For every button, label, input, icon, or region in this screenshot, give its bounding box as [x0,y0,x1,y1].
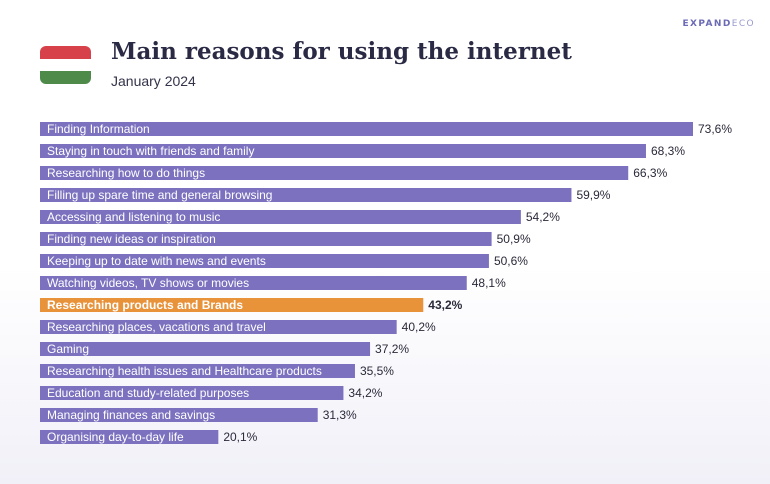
bar-organising-day-to-day-life [40,430,219,444]
bar-label-researching-places-vacations-and-travel: Researching places, vacations and travel [47,320,266,334]
value-label-watching-videos-tv-shows-or-movies: 48,1% [472,276,506,290]
value-label-researching-places-vacations-and-travel: 40,2% [402,320,436,334]
value-label-researching-health-issues-and-healthcare-products: 35,5% [360,364,394,378]
bar-label-researching-how-to-do-things: Researching how to do things [47,166,205,180]
bar-label-organising-day-to-day-life: Organising day-to-day life [47,430,184,444]
bar-gaming [40,342,371,356]
chart-subtitle: January 2024 [111,73,196,89]
flag-stripe-white [40,58,91,72]
value-label-education-and-study-related-purposes: 34,2% [348,386,382,400]
brand-logo-light: ECO [731,19,755,29]
hungary-flag-icon [40,46,91,84]
bar-researching-health-issues-and-healthcare-products [40,364,355,378]
value-label-researching-products-and-brands: 43,2% [428,298,462,312]
value-label-researching-how-to-do-things: 66,3% [633,166,667,180]
bar-label-finding-new-ideas-or-inspiration: Finding new ideas or inspiration [47,232,216,246]
bar-researching-how-to-do-things [40,166,629,180]
value-label-organising-day-to-day-life: 20,1% [223,430,257,444]
bar-finding-new-ideas-or-inspiration [40,232,492,246]
bar-label-filling-up-spare-time-and-general-browsing: Filling up spare time and general browsi… [47,188,272,202]
bar-label-staying-in-touch-with-friends-and-family: Staying in touch with friends and family [47,144,254,158]
bar-watching-videos-tv-shows-or-movies [40,276,467,290]
value-label-staying-in-touch-with-friends-and-family: 68,3% [651,144,685,158]
bar-label-education-and-study-related-purposes: Education and study-related purposes [47,386,249,400]
bar-accessing-and-listening-to-music [40,210,521,224]
bar-label-watching-videos-tv-shows-or-movies: Watching videos, TV shows or movies [47,276,249,290]
flag-stripe-red [40,46,91,59]
brand-logo: EXPANDECO [683,19,756,29]
value-label-managing-finances-and-savings: 31,3% [323,408,357,422]
bar-managing-finances-and-savings [40,408,318,422]
bar-label-researching-health-issues-and-healthcare-products: Researching health issues and Healthcare… [47,364,322,378]
bar-finding-information [40,122,693,136]
bar-education-and-study-related-purposes [40,386,344,400]
value-label-filling-up-spare-time-and-general-browsing: 59,9% [576,188,610,202]
value-label-gaming: 37,2% [375,342,409,356]
bar-label-keeping-up-to-date-with-news-and-events: Keeping up to date with news and events [47,254,266,268]
bar-label-gaming: Gaming [47,342,89,356]
bar-keeping-up-to-date-with-news-and-events [40,254,489,268]
bar-label-finding-information: Finding Information [47,122,150,136]
bar-filling-up-spare-time-and-general-browsing [40,188,572,202]
bar-label-accessing-and-listening-to-music: Accessing and listening to music [47,210,220,224]
bar-label-researching-products-and-brands: Researching products and Brands [47,298,243,312]
value-label-finding-new-ideas-or-inspiration: 50,9% [497,232,531,246]
bar-label-managing-finances-and-savings: Managing finances and savings [47,408,215,422]
value-label-accessing-and-listening-to-music: 54,2% [526,210,560,224]
value-label-keeping-up-to-date-with-news-and-events: 50,6% [494,254,528,268]
brand-logo-bold: EXPAND [682,19,732,29]
bar-staying-in-touch-with-friends-and-family [40,144,646,158]
bar-researching-places-vacations-and-travel [40,320,397,334]
flag-stripe-green [40,71,91,84]
value-label-finding-information: 73,6% [698,122,732,136]
chart-title: Main reasons for using the internet [111,38,572,65]
bar-researching-products-and-brands [40,298,424,312]
